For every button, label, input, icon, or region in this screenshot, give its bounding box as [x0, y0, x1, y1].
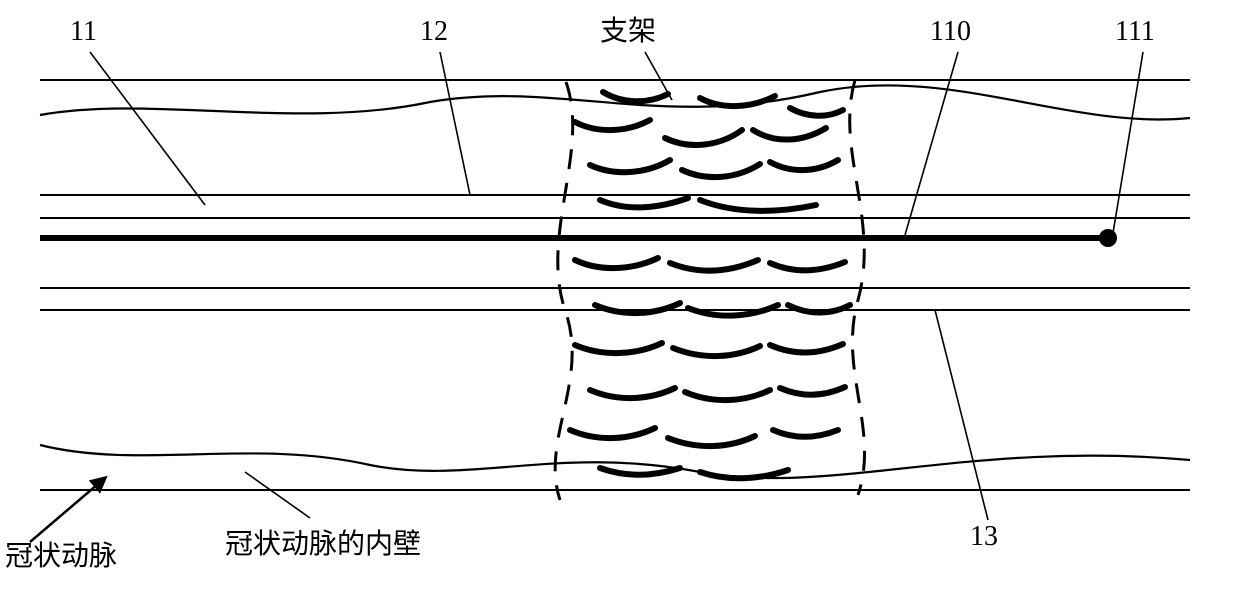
stent-strut [790, 108, 843, 116]
stent-strut [682, 164, 760, 177]
stent-strut [673, 346, 760, 356]
stent-strut [590, 160, 670, 172]
stent-strut [670, 260, 758, 271]
label-l111: 111 [1115, 16, 1155, 47]
stent-strut [770, 160, 838, 170]
label-l12: 12 [420, 16, 448, 47]
stent-strut [575, 258, 658, 268]
artery-arrow [30, 478, 105, 542]
stent-strut [780, 387, 845, 395]
artery-inner-top [40, 85, 1190, 119]
stent-strut [665, 130, 742, 145]
leader-l11 [90, 52, 205, 205]
stent-strut [595, 303, 680, 313]
stent-strut [700, 96, 775, 106]
stent-strut [753, 128, 826, 140]
stent-strut [600, 468, 680, 475]
stent-strut [770, 262, 845, 270]
leader-l12 [440, 52, 470, 195]
leader-linner [245, 472, 310, 518]
stent-strut [668, 436, 755, 446]
label-l11: 11 [70, 16, 97, 47]
stent-strut [575, 343, 662, 353]
label-l110: 110 [930, 16, 971, 47]
stent-strut [770, 344, 843, 352]
stent-boundary-left [555, 82, 573, 500]
label-l13: 13 [970, 521, 998, 552]
label-artery: 冠状动脉 [5, 540, 117, 572]
stent-strut [570, 428, 655, 438]
stent-strut [773, 430, 838, 437]
stent-strut [700, 200, 816, 211]
leader-lstent [645, 52, 672, 100]
stent-strut [788, 305, 850, 313]
stent-strut [590, 388, 675, 398]
stent-strut [575, 120, 650, 130]
label-lstent: 支架 [600, 15, 656, 47]
stent-strut [603, 92, 668, 101]
guidewire-tip [1099, 229, 1117, 247]
leader-l13 [935, 310, 988, 520]
label-linner: 冠状动脉的内壁 [225, 528, 421, 560]
stent-strut [685, 390, 770, 400]
stent-strut [600, 198, 688, 207]
